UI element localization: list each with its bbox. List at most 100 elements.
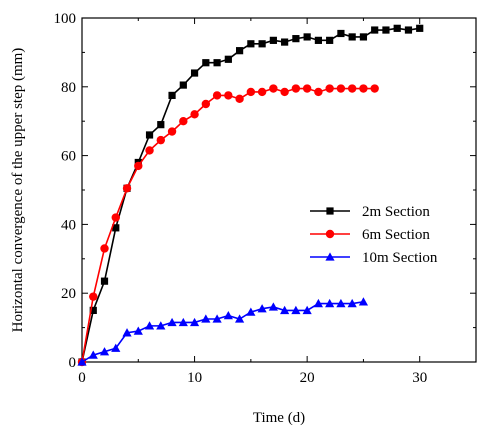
data-point [89,306,97,314]
series-layer [77,24,424,367]
data-point [269,36,277,44]
data-point [77,357,87,366]
legend-label: 6m Section [362,227,430,243]
data-point [179,81,187,89]
x-tick-label: 30 [412,370,427,386]
legend-item: 2m Section [310,204,430,220]
series-3 [77,297,369,366]
plot-frame [81,17,477,363]
data-point [236,47,244,55]
data-point [189,317,200,327]
data-point [347,298,357,308]
data-point [156,321,166,330]
data-point [134,161,143,171]
data-point [358,297,369,306]
data-point [269,84,278,93]
data-point [201,314,211,323]
data-point [235,314,245,323]
data-point [190,110,199,119]
data-point [133,326,143,335]
data-point [268,302,278,311]
y-tick-label: 60 [61,149,76,165]
legend-item: 10m Section [310,250,438,266]
data-point [302,305,312,315]
data-point [303,33,311,41]
series-line [81,87,375,363]
data-point [281,38,289,46]
data-point [348,33,356,41]
data-point [246,87,256,97]
data-point [167,127,177,136]
data-point [213,59,221,67]
data-point [100,244,109,253]
x-tick-label: 0 [78,370,86,386]
data-point [156,135,165,145]
data-point [168,91,176,99]
y-tick-label: 80 [61,80,76,96]
data-point [224,91,233,100]
data-point [382,26,390,34]
data-point [326,36,334,44]
data-point [145,146,154,155]
data-point [100,277,109,285]
y-tick-label: 20 [61,286,76,302]
data-point [212,91,222,100]
data-point [302,84,312,93]
data-point [336,84,346,93]
series-2 [77,84,379,367]
data-point [99,347,110,356]
y-axis-title: Horizontal convergence of the upper step… [10,48,26,333]
axes-layer: 0 10 20 30 0 20 40 60 80 100 [54,11,477,386]
x-axis-title: Time (d) [253,410,305,426]
data-point [201,99,211,109]
data-point [280,87,289,97]
data-point [112,224,120,232]
data-point [190,69,199,77]
data-point [157,121,165,129]
data-point [144,321,155,330]
legend-marker [325,229,335,239]
data-point [88,350,98,359]
data-point [291,84,301,93]
data-point [313,298,323,308]
y-tick-label: 40 [61,217,76,233]
data-point [314,87,323,97]
data-point [416,24,424,32]
x-tick-label: 20 [300,370,315,386]
data-point [212,314,222,323]
legend: 2m Section 6m Section 10m Section [310,204,438,266]
data-point [224,55,232,63]
data-point [111,213,120,222]
y-tick-label: 100 [54,11,77,27]
data-point [314,36,322,44]
data-point [167,317,177,327]
data-point [325,298,335,308]
legend-marker [325,252,335,261]
data-point [235,94,244,104]
data-point [291,305,301,315]
data-point [336,298,346,308]
data-point [359,33,368,41]
data-point [257,87,267,97]
data-point [89,292,98,301]
data-point [393,24,401,32]
data-point [247,40,255,48]
x-tick-label: 10 [187,370,202,386]
legend-label: 10m Section [362,250,438,266]
data-point [111,343,121,352]
data-point [179,117,188,126]
data-point [145,131,154,139]
data-point [122,184,132,193]
data-point [359,84,368,93]
data-point [202,59,210,67]
data-point [337,29,345,38]
legend-marker [326,207,334,215]
data-point [371,26,379,34]
data-point [257,304,267,313]
data-point [404,26,413,34]
data-point [347,84,357,93]
data-point [370,84,379,93]
data-point [246,307,256,316]
series-line [81,301,364,363]
legend-label: 2m Section [362,204,430,220]
